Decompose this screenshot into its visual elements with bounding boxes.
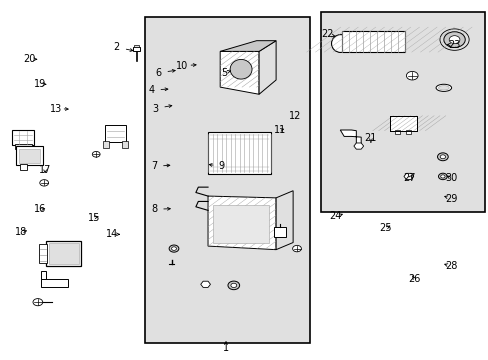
Bar [273,227,285,237]
Text: 18: 18 [15,227,27,237]
Bar [15,144,31,149]
Bar [341,31,404,52]
Polygon shape [276,191,292,249]
Circle shape [40,180,48,186]
Bar [321,12,484,212]
Text: 13: 13 [50,104,62,113]
Text: 4: 4 [148,85,154,95]
Circle shape [443,32,464,48]
Circle shape [171,247,176,250]
Text: 12: 12 [288,111,301,121]
Circle shape [437,153,447,161]
Bar [341,31,404,52]
Bar [39,244,47,263]
Text: 21: 21 [364,133,376,143]
Text: 9: 9 [218,161,224,171]
Bar [341,31,404,52]
Text: 11: 11 [274,125,286,135]
Text: 26: 26 [407,274,420,284]
Circle shape [438,173,447,180]
Bar [122,141,127,148]
Text: 22: 22 [320,29,333,39]
Text: 1: 1 [223,343,228,353]
Polygon shape [220,41,276,51]
Circle shape [92,152,100,157]
Bar [394,130,399,134]
Text: 19: 19 [34,79,46,89]
Bar [341,31,404,52]
Bar [389,116,416,131]
Bar [341,31,404,52]
Bar [103,141,109,148]
Bar [341,31,404,52]
Bar [46,242,81,266]
Bar [341,31,404,52]
Polygon shape [403,173,413,180]
Bar [341,31,404,52]
Bar [405,130,410,134]
Bar [341,31,404,52]
Text: 28: 28 [445,261,457,271]
Text: 3: 3 [152,104,158,113]
Bar [341,31,404,52]
Ellipse shape [230,59,251,79]
Bar [212,205,268,243]
Bar [20,164,27,170]
Bar [341,31,404,52]
Bar [12,130,34,145]
Bar [144,18,309,342]
Text: 7: 7 [151,161,157,171]
Text: 29: 29 [445,194,457,203]
Circle shape [292,246,301,252]
Bar [389,116,416,131]
Circle shape [169,245,179,252]
Text: 25: 25 [379,223,391,233]
Bar [341,31,404,52]
Polygon shape [201,281,210,287]
Circle shape [448,36,459,44]
Bar [16,147,42,165]
Text: 6: 6 [155,68,161,78]
Bar [48,243,79,264]
Polygon shape [220,51,259,94]
Polygon shape [207,196,276,249]
Text: 10: 10 [176,61,188,71]
Text: 14: 14 [106,229,118,239]
Text: 8: 8 [151,204,157,214]
Circle shape [439,155,445,159]
Ellipse shape [331,35,349,53]
Circle shape [230,283,236,288]
Bar [41,279,68,287]
Bar [207,132,271,174]
Ellipse shape [435,84,451,91]
Text: 23: 23 [447,40,460,50]
Bar [341,31,404,52]
Text: 27: 27 [403,173,415,183]
Polygon shape [340,130,361,144]
Text: 16: 16 [34,204,46,214]
Text: 15: 15 [87,212,100,222]
Text: 24: 24 [329,211,342,221]
Bar [19,149,40,163]
Circle shape [406,71,417,80]
Text: 30: 30 [445,173,457,183]
Bar [133,47,140,51]
Polygon shape [353,143,363,149]
Text: 20: 20 [23,54,36,64]
Ellipse shape [438,86,448,90]
Bar [341,31,404,52]
Circle shape [440,175,444,178]
Bar [134,45,139,47]
Bar [341,31,404,52]
Text: 2: 2 [113,42,120,52]
Bar [41,271,46,279]
Bar [341,31,404,52]
Polygon shape [259,41,276,94]
Circle shape [33,298,42,306]
Bar [341,31,404,52]
Circle shape [227,281,239,290]
Bar [105,125,125,143]
Text: 5: 5 [221,68,227,78]
Text: 17: 17 [39,165,51,175]
